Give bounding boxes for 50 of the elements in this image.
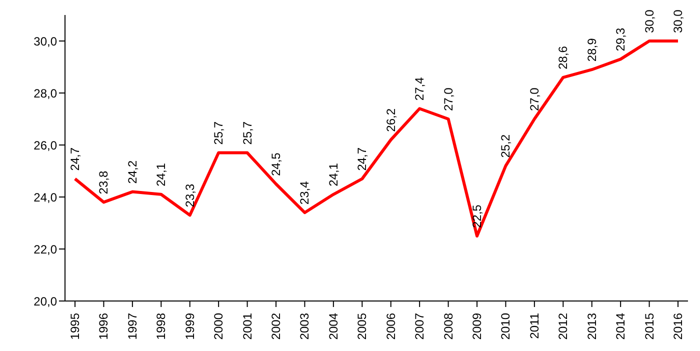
x-tick-label: 2004 <box>326 312 340 340</box>
data-label: 25,7 <box>212 121 226 145</box>
data-label: 28,9 <box>584 38 599 62</box>
data-label: 25,7 <box>240 121 254 145</box>
data-label: 26,2 <box>384 108 398 132</box>
y-tick-label: 24,0 <box>34 190 58 204</box>
data-label: 29,3 <box>614 28 628 52</box>
x-tick-label: 2013 <box>584 312 599 340</box>
data-label: 28,6 <box>556 46 570 70</box>
data-label: 22,5 <box>470 204 484 228</box>
data-label: 23,8 <box>96 170 111 194</box>
x-tick-label: 2006 <box>384 312 398 340</box>
data-label: 23,4 <box>298 180 312 205</box>
data-label: 24,2 <box>125 160 140 184</box>
y-tick-label: 20,0 <box>34 294 58 308</box>
y-tick-label: 30,0 <box>34 34 58 48</box>
x-tick-label: 2003 <box>298 312 312 340</box>
y-tick-label: 28,0 <box>34 86 58 100</box>
data-label: 24,1 <box>326 162 340 186</box>
x-tick-label: 2011 <box>527 312 542 339</box>
data-label: 24,7 <box>355 147 370 171</box>
x-tick-label: 2000 <box>212 312 226 340</box>
x-tick-label: 1996 <box>96 312 111 340</box>
data-label: 24,7 <box>68 147 82 171</box>
data-label: 23,3 <box>182 184 197 208</box>
data-label: 27,4 <box>412 76 427 101</box>
x-tick-label: 2016 <box>671 312 685 340</box>
x-tick-label: 1998 <box>154 312 168 340</box>
x-tick-label: 2012 <box>556 312 570 340</box>
data-label: 27,0 <box>441 87 456 111</box>
x-tick-label: 2008 <box>441 312 456 340</box>
data-label: 27,0 <box>527 87 542 111</box>
data-label: 24,1 <box>154 162 168 186</box>
x-tick-label: 2001 <box>240 312 254 340</box>
x-tick-label: 2007 <box>412 312 427 340</box>
data-label: 24,5 <box>269 152 283 176</box>
x-tick-label: 2002 <box>269 312 283 340</box>
x-tick-label: 1999 <box>182 312 197 340</box>
x-tick-label: 2014 <box>614 312 628 340</box>
x-tick-label: 2015 <box>642 312 656 340</box>
data-label: 30,0 <box>671 9 685 33</box>
x-tick-label: 2010 <box>498 312 513 340</box>
x-tick-label: 1995 <box>68 312 82 340</box>
data-label: 25,2 <box>498 134 513 158</box>
data-label: 30,0 <box>642 9 656 33</box>
x-tick-label: 2009 <box>470 312 484 340</box>
x-tick-label: 2005 <box>355 312 370 340</box>
y-tick-label: 22,0 <box>34 242 58 256</box>
x-tick-label: 1997 <box>125 312 140 340</box>
y-tick-label: 26,0 <box>34 138 58 152</box>
